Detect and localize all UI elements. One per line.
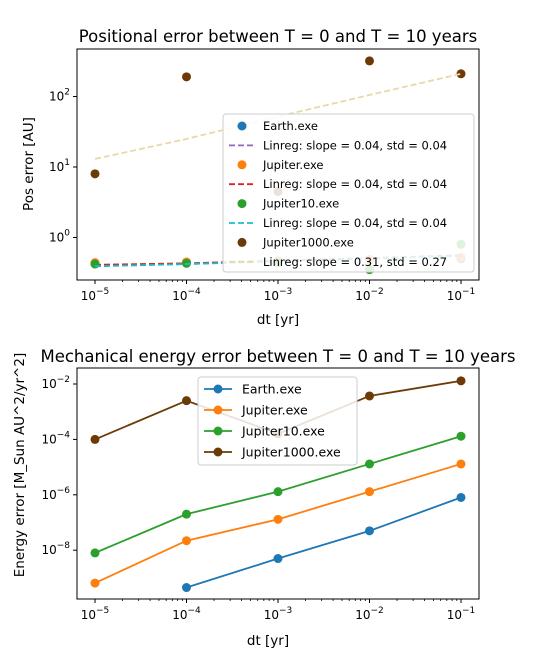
x-tick-label: 10−1: [447, 606, 476, 622]
legend-swatch: [237, 199, 247, 209]
data-point: [90, 434, 100, 444]
data-point: [273, 554, 283, 564]
pos-error-chart: Positional error between T = 0 and T = 1…: [21, 27, 480, 328]
legend-swatch-marker: [213, 405, 223, 415]
legend-label: Jupiter.exe: [262, 158, 324, 172]
data-point: [365, 526, 374, 536]
data-point: [273, 487, 283, 497]
data-point: [182, 536, 191, 546]
x-tick-label: 10−2: [355, 606, 384, 622]
data-point: [182, 583, 191, 593]
data-point: [90, 578, 100, 588]
x-axis-ticks: 10−5 10−4 10−3 10−2 10−1: [81, 280, 476, 303]
data-point: [456, 376, 466, 386]
data-point: [456, 459, 466, 469]
x-axis-label: dt [yr]: [247, 633, 289, 649]
y-axis-label: Pos error [AU]: [21, 117, 37, 211]
chart-title: Mechanical energy error between T = 0 an…: [40, 347, 515, 366]
y-tick-label: 10−4: [41, 430, 70, 446]
x-tick-label: 10−1: [447, 287, 476, 303]
x-axis-ticks: 10−5 10−4 10−3 10−2 10−1: [81, 599, 476, 622]
data-point: [365, 391, 374, 401]
x-tick-label: 10−3: [264, 606, 293, 622]
legend-box: [222, 113, 475, 273]
legend-label: Jupiter1000.exe: [241, 445, 341, 460]
legend-label: Linreg: slope = 0.04, std = 0.04: [263, 216, 447, 230]
x-tick-label: 10−5: [81, 606, 110, 622]
y-axis-ticks: 100 101 102: [49, 88, 77, 245]
legend: Earth.exe Jupiter.exe Jupiter10.exe Jupiter…: [197, 376, 358, 466]
y-tick-label: 10−2: [41, 375, 70, 391]
y-axis-ticks: 10−8 10−6 10−4 10−2: [41, 375, 77, 557]
legend-swatch: [237, 237, 247, 247]
legend-swatch: [237, 121, 247, 131]
data-point: [456, 69, 466, 79]
data-point: [456, 431, 466, 441]
legend-swatch-marker: [213, 447, 223, 457]
legend-label: Earth.exe: [263, 119, 318, 133]
chart-title: Positional error between T = 0 and T = 1…: [79, 27, 477, 46]
series-line: [186, 496, 462, 589]
legend-label: Linreg: slope = 0.04, std = 0.04: [263, 138, 447, 152]
legend-box: [197, 376, 358, 466]
data-point: [90, 259, 100, 269]
legend-label: Jupiter.exe: [241, 403, 308, 418]
data-point: [456, 492, 466, 502]
x-tick-label: 10−4: [172, 287, 201, 303]
legend-label: Linreg: slope = 0.31, std = 0.27: [263, 255, 447, 269]
energy-error-chart: Mechanical energy error between T = 0 an…: [12, 347, 516, 649]
legend-swatch-marker: [213, 426, 223, 436]
data-point: [182, 509, 191, 519]
legend-label: Jupiter10.exe: [262, 197, 339, 211]
y-tick-label: 101: [49, 158, 70, 174]
data-point: [365, 56, 374, 66]
data-point: [90, 169, 100, 179]
legend-swatch: [237, 160, 247, 170]
x-tick-label: 10−4: [172, 606, 201, 622]
legend-label: Jupiter1000.exe: [262, 235, 354, 249]
data-point: [365, 459, 374, 469]
y-tick-label: 102: [49, 88, 70, 104]
legend-swatch-marker: [213, 384, 223, 394]
legend-label: Linreg: slope = 0.04, std = 0.04: [263, 177, 447, 191]
x-axis-label: dt [yr]: [257, 312, 299, 328]
series-0: [182, 492, 466, 593]
y-tick-label: 100: [49, 229, 70, 245]
x-tick-label: 10−5: [81, 287, 110, 303]
legend: Earth.exe Linreg: slope = 0.04, std = 0.0…: [222, 113, 475, 273]
x-tick-label: 10−3: [264, 287, 293, 303]
y-tick-label: 10−8: [41, 541, 70, 557]
data-point: [365, 487, 374, 497]
legend-label: Jupiter10.exe: [241, 424, 325, 439]
x-tick-label: 10−2: [355, 287, 384, 303]
data-point: [182, 72, 191, 82]
y-tick-label: 10−6: [41, 486, 70, 502]
legend-label: Earth.exe: [242, 382, 302, 397]
series-2: [90, 431, 466, 558]
data-point: [90, 548, 100, 558]
y-axis-label: Energy error [M_Sun AU^2/yr^2]: [12, 353, 28, 577]
series-1: [90, 459, 466, 588]
data-point: [182, 396, 191, 406]
data-point: [273, 514, 283, 524]
